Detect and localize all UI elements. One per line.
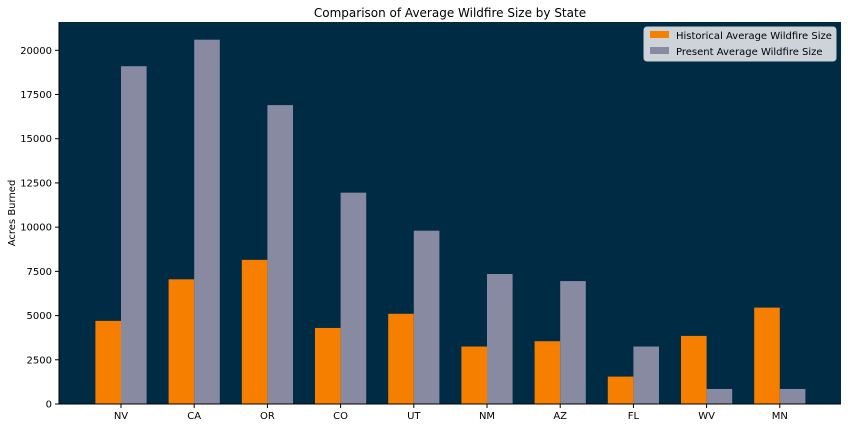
y-tick-label: 5000 bbox=[27, 311, 52, 322]
legend-label-present: Present Average Wildfire Size bbox=[676, 47, 823, 58]
bars-group bbox=[95, 39, 806, 405]
bar-present-nv bbox=[121, 66, 147, 405]
x-tick-label-or: OR bbox=[260, 411, 275, 422]
x-tick-label-az: AZ bbox=[553, 411, 567, 422]
legend-swatch-historical bbox=[650, 31, 669, 38]
x-tick-label-ca: CA bbox=[187, 411, 201, 422]
bar-historical-ca bbox=[168, 279, 195, 404]
y-tick-label: 12500 bbox=[20, 178, 52, 189]
x-tick-label-mn: MN bbox=[772, 411, 788, 422]
y-axis-label: Acres Burned bbox=[7, 180, 18, 247]
legend: Historical Average Wildfire Size Present… bbox=[643, 26, 837, 62]
x-tick-label-fl: FL bbox=[628, 411, 640, 422]
bar-historical-or bbox=[241, 259, 268, 404]
bar-historical-mn bbox=[754, 307, 780, 404]
x-tick-label-co: CO bbox=[333, 411, 348, 422]
bar-present-wv bbox=[706, 388, 733, 404]
bar-present-mn bbox=[779, 388, 806, 404]
legend-box bbox=[643, 26, 837, 62]
legend-label-historical: Historical Average Wildfire Size bbox=[676, 31, 832, 42]
y-tick-label: 10000 bbox=[20, 223, 52, 234]
bar-present-az bbox=[560, 281, 586, 404]
bar-present-fl bbox=[633, 346, 659, 404]
bar-present-nm bbox=[487, 274, 513, 404]
y-tick-label: 17500 bbox=[20, 90, 52, 101]
bar-present-ut bbox=[413, 230, 440, 404]
bar-historical-nv bbox=[95, 320, 121, 404]
bar-historical-ut bbox=[388, 313, 414, 404]
x-tick-label-ut: UT bbox=[407, 411, 421, 422]
x-tick-label-wv: WV bbox=[698, 411, 715, 422]
bar-historical-fl bbox=[607, 376, 634, 404]
x-axis: NV CA OR CO UT NM AZ FL WV MN bbox=[59, 403, 841, 422]
bar-historical-wv bbox=[681, 335, 707, 404]
y-tick-label: 7500 bbox=[27, 267, 52, 278]
bar-historical-co bbox=[315, 327, 341, 404]
bar-historical-az bbox=[534, 341, 561, 404]
legend-swatch-present bbox=[650, 47, 669, 54]
bar-present-or bbox=[267, 105, 293, 405]
bar-historical-nm bbox=[461, 346, 487, 404]
bar-present-co bbox=[340, 192, 367, 404]
x-tick-label-nm: NM bbox=[479, 411, 495, 422]
bar-present-ca bbox=[194, 39, 220, 405]
y-tick-label: 2500 bbox=[27, 355, 52, 366]
y-tick-label: 20000 bbox=[20, 46, 52, 57]
y-axis: 0 2500 5000 7500 10000 12500 15000 17500 20000 bbox=[20, 22, 60, 411]
chart-title: Comparison of Average Wildfire Size by S… bbox=[314, 6, 586, 20]
y-tick-label: 0 bbox=[46, 400, 52, 411]
x-tick-label-nv: NV bbox=[114, 411, 128, 422]
y-tick-label: 15000 bbox=[20, 134, 52, 145]
